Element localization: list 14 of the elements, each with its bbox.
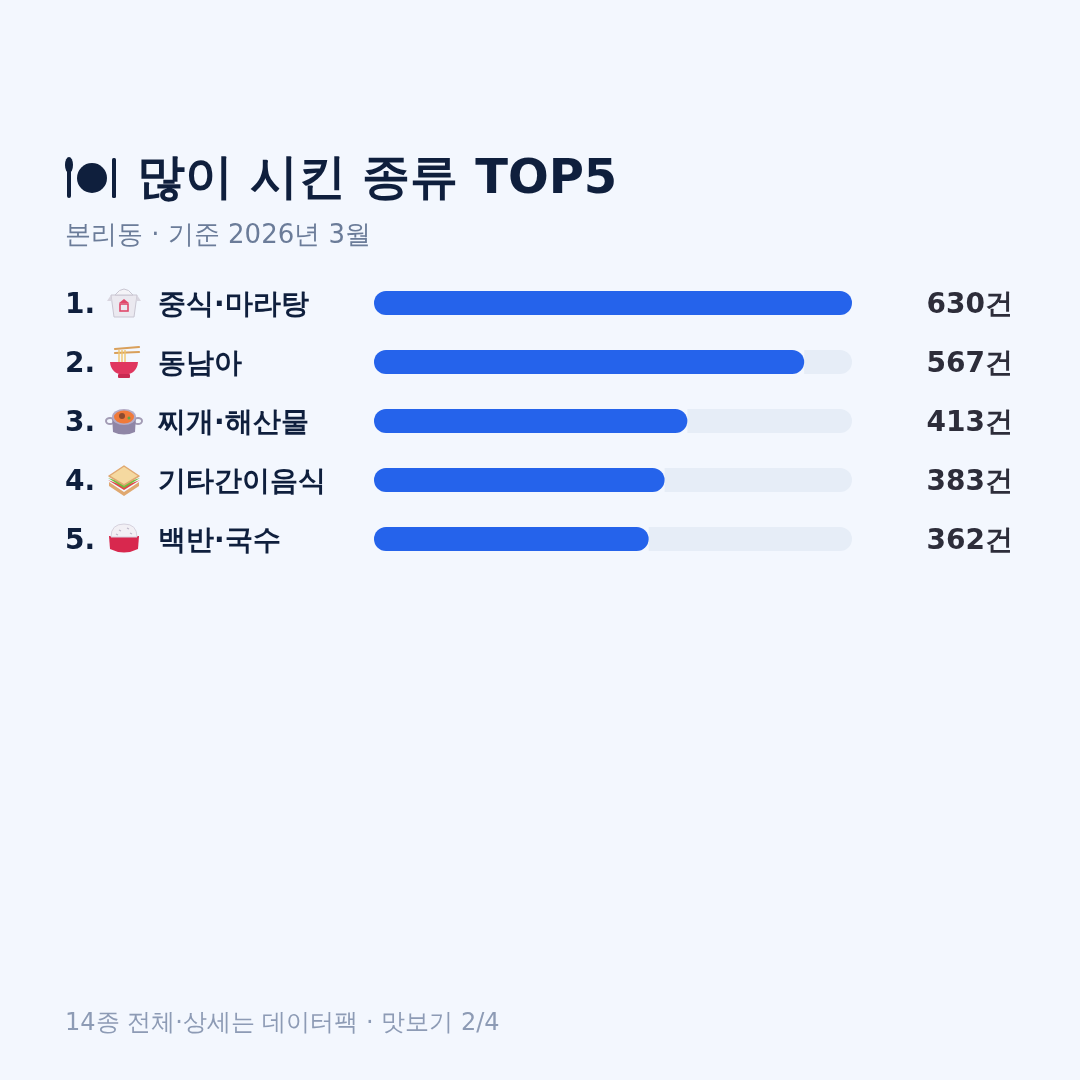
text: 14종 전체·상세는 데이터팩 · 맛보기 2/4 — [65, 1008, 500, 1036]
category-label: 5. 백반·국수 — [65, 523, 281, 556]
category-label: 4. 기타간이음식 — [65, 464, 326, 497]
category-label: 1. 중식·마라탕 — [65, 287, 309, 320]
chart-title: 많이 시킨 종류 TOP5 — [137, 148, 618, 204]
data-label: 362건 — [926, 523, 1013, 556]
category-label: 3. 찌개·해산물 — [65, 405, 309, 438]
data-label: 567건 — [926, 346, 1013, 379]
data-label: 413건 — [926, 405, 1013, 438]
category-label: 2. 동남아 — [65, 346, 242, 379]
bar — [374, 291, 852, 315]
data-label: 630건 — [926, 287, 1013, 320]
data-label: 383건 — [926, 464, 1013, 497]
chart-subtitle: 본리동 · 기준 2026년 3월 — [65, 219, 372, 249]
